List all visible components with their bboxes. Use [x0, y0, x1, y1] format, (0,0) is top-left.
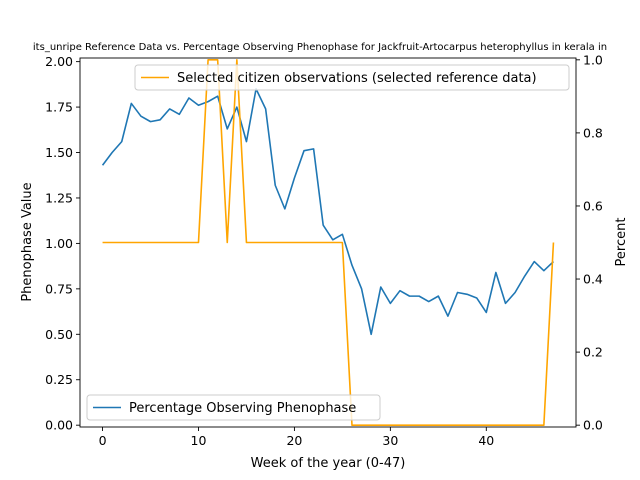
- x-axis-label: Week of the year (0-47): [251, 456, 406, 471]
- y-left-tick-label: 1.00: [45, 236, 73, 251]
- y-axis-left-label: Phenophase Value: [20, 182, 35, 301]
- x-tick-label: 30: [382, 433, 398, 448]
- y-right-tick-label: 0.2: [583, 345, 603, 360]
- y-right-tick-label: 0.4: [583, 272, 603, 287]
- series-line-percentage-observing: [101, 88, 555, 336]
- y-left-tick-label: 1.75: [45, 100, 73, 115]
- x-tick-label: 40: [478, 433, 494, 448]
- plot-frame: [79, 57, 577, 428]
- legend-percentage-observing-label: Percentage Observing Phenophase: [129, 401, 356, 416]
- y-right-tick-label: 0.6: [583, 198, 603, 213]
- legend-percentage-observing: Percentage Observing Phenophase: [86, 394, 381, 421]
- legend-reference-observations: Selected citizen observations (selected …: [134, 64, 570, 91]
- legend-reference-observations-box: [134, 64, 570, 91]
- x-tick-label: 10: [191, 433, 207, 448]
- y-left-tick-label: 2.00: [45, 54, 73, 69]
- series-line-reference-observations: [102, 59, 555, 426]
- y-right-tick-label: 0.0: [583, 418, 603, 433]
- plot-area: 0 10 20 30 40 0.00 0.25 0.50 0.75 1.00 1.25 1.50 1.7…: [45, 52, 603, 448]
- x-tick-label: 0: [99, 433, 107, 448]
- y-left-tick-label: 1.25: [45, 190, 73, 205]
- y-right-tick-label: 0.8: [583, 125, 603, 140]
- x-tick-label: 20: [286, 433, 302, 448]
- y-left-tick-label: 0.00: [45, 418, 73, 433]
- y-axis-right-label: Percent: [614, 218, 629, 267]
- y-right-tick-label: 1.0: [583, 52, 603, 67]
- y-left-tick-label: 0.75: [45, 281, 73, 296]
- y-left-tick-label: 0.25: [45, 372, 73, 387]
- series-lines: [101, 59, 555, 426]
- chart-title: its_unripe Reference Data vs. Percentage…: [33, 42, 607, 53]
- legend-percentage-observing-box: [86, 394, 381, 421]
- y-left-tick-label: 1.50: [45, 145, 73, 160]
- y-left-tick-label: 0.50: [45, 327, 73, 342]
- legend-reference-observations-label: Selected citizen observations (selected …: [177, 71, 537, 86]
